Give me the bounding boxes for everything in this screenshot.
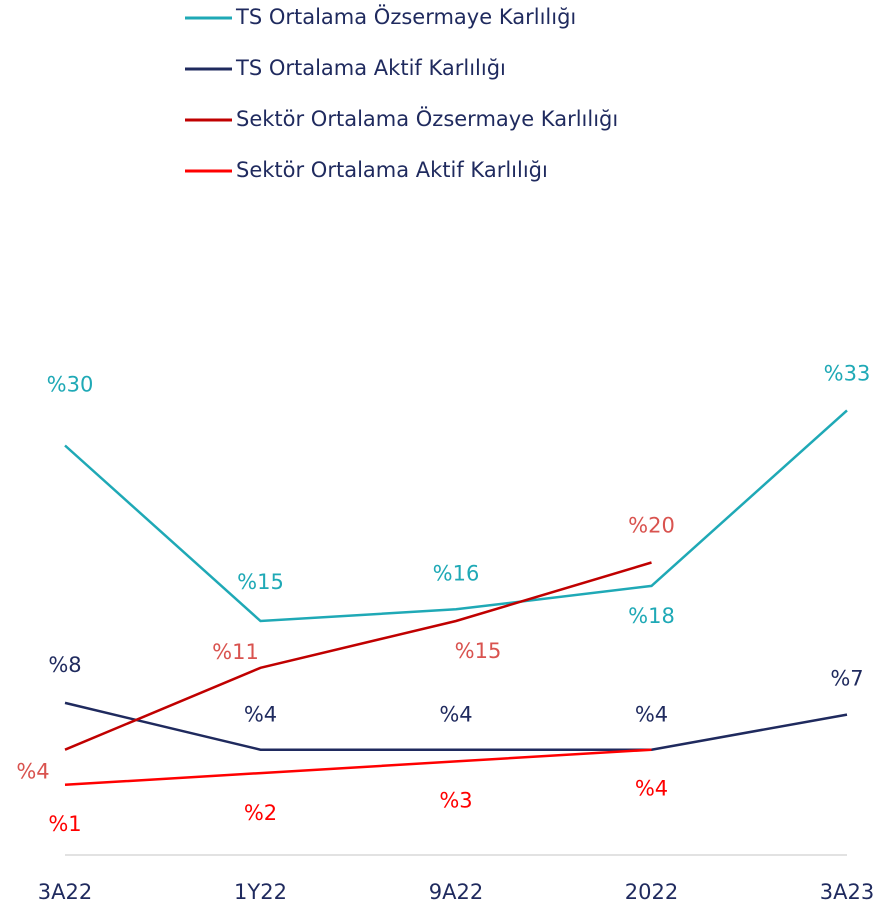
x-tick-label: 2022 [625, 880, 678, 904]
data-label: %4 [439, 703, 472, 727]
data-label: %1 [48, 812, 81, 836]
data-label: %16 [433, 561, 480, 585]
series-line [64, 748, 652, 787]
legend-label: TS Ortalama Aktif Karlılığı [235, 56, 506, 80]
data-label: %4 [244, 703, 277, 727]
data-label: %4 [635, 777, 668, 801]
data-label: %7 [830, 667, 863, 691]
x-tick-label: 3A22 [38, 880, 92, 904]
data-label: %33 [824, 361, 871, 385]
legend-label: Sektör Ortalama Aktif Karlılığı [236, 158, 548, 182]
data-label: %15 [455, 639, 502, 663]
data-label: %11 [212, 640, 259, 664]
series-line [64, 701, 848, 751]
data-label: %2 [244, 801, 277, 825]
series-line [64, 409, 848, 623]
x-tick-label: 3A23 [820, 880, 874, 904]
data-label: %30 [47, 373, 94, 397]
data-label: %8 [48, 653, 81, 677]
data-label: %15 [237, 570, 284, 594]
data-label: %4 [16, 760, 49, 784]
legend-label: Sektör Ortalama Özsermaye Karlılığı [236, 106, 618, 131]
data-label: %20 [628, 514, 675, 538]
data-label: %3 [439, 788, 472, 812]
legend-label: TS Ortalama Özsermaye Karlılığı [235, 4, 576, 29]
x-tick-label: 9A22 [429, 880, 483, 904]
series-line [64, 561, 652, 751]
data-label: %4 [635, 703, 668, 727]
x-tick-label: 1Y22 [234, 880, 287, 904]
data-label: %18 [628, 604, 675, 628]
